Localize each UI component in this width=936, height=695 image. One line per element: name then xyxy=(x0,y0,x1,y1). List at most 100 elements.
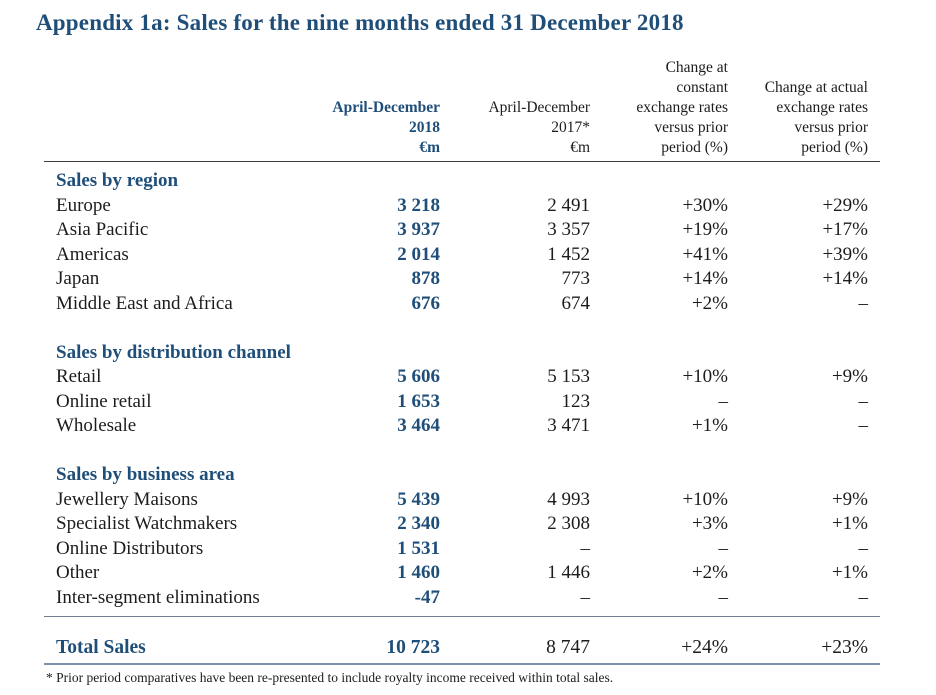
column-header-april-december-2017: April-December 2017* €m xyxy=(440,98,590,158)
cell-2017: 3 471 xyxy=(547,415,590,437)
header-line: €m xyxy=(419,139,440,156)
cell-change-constant: – xyxy=(718,537,729,559)
cell-2017: 3 357 xyxy=(547,219,590,241)
header-line: April-December xyxy=(488,99,590,116)
cell-2018: 1 460 xyxy=(397,562,440,584)
footnote: * Prior period comparatives have been re… xyxy=(46,669,614,685)
header-line: period (%) xyxy=(661,139,728,156)
table-row-online-distributors: Online Distributors 1 531 – – – xyxy=(44,537,880,562)
cell-2017: 773 xyxy=(561,268,591,290)
cell-change-actual: – xyxy=(858,292,869,314)
cell-2018: 1 531 xyxy=(397,537,440,559)
section-heading-sales-by-distribution-channel: Sales by distribution channel xyxy=(56,341,291,363)
cell-2018: 3 464 xyxy=(397,415,440,437)
header-line: versus prior xyxy=(794,119,868,136)
cell-change-constant: +41% xyxy=(682,243,728,265)
row-label: Inter-segment eliminations xyxy=(56,586,260,608)
table-row-retail: Retail 5 606 5 153 +10% +9% xyxy=(44,365,880,390)
page-title: Appendix 1a: Sales for the nine months e… xyxy=(36,10,684,35)
cell-2018: 3 937 xyxy=(397,219,440,241)
cell-change-actual: – xyxy=(858,390,869,412)
header-line: April-December xyxy=(332,99,440,116)
cell-change-constant: +24% xyxy=(681,636,728,658)
cell-change-constant: – xyxy=(718,586,729,608)
header-line: constant xyxy=(676,79,728,96)
header-line: versus prior xyxy=(654,119,728,136)
cell-change-actual: +1% xyxy=(831,513,868,535)
row-label: Europe xyxy=(56,194,111,216)
table-row-other: Other 1 460 1 446 +2% +1% xyxy=(44,561,880,586)
table-row-total-sales: Total Sales 10 723 8 747 +24% +23% xyxy=(44,634,880,663)
cell-change-constant: – xyxy=(718,390,729,412)
cell-change-actual: +14% xyxy=(822,268,868,290)
cell-2018: 2 014 xyxy=(397,243,440,265)
header-line: exchange rates xyxy=(636,99,728,116)
column-header-april-december-2018: April-December 2018 €m xyxy=(310,98,440,158)
row-label: Japan xyxy=(56,268,100,290)
table-row-inter-segment-eliminations: Inter-segment eliminations -47 – – – xyxy=(44,586,880,611)
section-heading-sales-by-business-area: Sales by business area xyxy=(56,463,235,485)
cell-2017: – xyxy=(580,586,591,608)
table-row-europe: Europe 3 218 2 491 +30% +29% xyxy=(44,194,880,219)
cell-2018: 5 439 xyxy=(397,488,440,510)
row-label: Online retail xyxy=(56,390,152,412)
cell-change-actual: +1% xyxy=(831,562,868,584)
cell-change-constant: +2% xyxy=(691,292,728,314)
cell-change-constant: +30% xyxy=(682,194,728,216)
cell-2018: 676 xyxy=(411,292,441,314)
header-line: exchange rates xyxy=(776,99,868,116)
cell-2017: – xyxy=(580,537,591,559)
cell-change-actual: +39% xyxy=(822,243,868,265)
cell-change-actual: +9% xyxy=(831,488,868,510)
cell-2018: 1 653 xyxy=(397,390,440,412)
table-row-asia-pacific: Asia Pacific 3 937 3 357 +19% +17% xyxy=(44,218,880,243)
row-label: Middle East and Africa xyxy=(56,292,233,314)
cell-2017: 5 153 xyxy=(547,366,590,388)
cell-2018: 10 723 xyxy=(386,636,440,658)
cell-change-actual: +23% xyxy=(821,636,868,658)
table-row-middle-east-africa: Middle East and Africa 676 674 +2% – xyxy=(44,292,880,317)
cell-2017: 8 747 xyxy=(546,636,590,658)
cell-change-actual: +29% xyxy=(822,194,868,216)
table-row-americas: Americas 2 014 1 452 +41% +39% xyxy=(44,243,880,268)
cell-2018: -47 xyxy=(414,586,440,608)
cell-change-actual: +17% xyxy=(822,219,868,241)
table-row-jewellery-maisons: Jewellery Maisons 5 439 4 993 +10% +9% xyxy=(44,488,880,513)
sales-table: April-December 2018 €m April-December 20… xyxy=(44,58,880,665)
row-label: Other xyxy=(56,562,100,584)
cell-2018: 3 218 xyxy=(397,194,440,216)
cell-2017: 2 308 xyxy=(547,513,590,535)
row-label: Asia Pacific xyxy=(56,219,149,241)
row-label: Specialist Watchmakers xyxy=(56,513,238,535)
total-divider-line xyxy=(44,662,880,665)
table-row-online-retail: Online retail 1 653 123 – – xyxy=(44,390,880,415)
header-line: 2017* xyxy=(551,119,590,136)
row-label: Total Sales xyxy=(56,636,146,658)
row-label: Jewellery Maisons xyxy=(56,488,198,510)
cell-change-constant: +2% xyxy=(691,562,728,584)
row-label: Americas xyxy=(56,243,129,265)
header-line: Change at actual xyxy=(764,79,868,96)
cell-change-actual: +9% xyxy=(831,366,868,388)
cell-2017: 1 452 xyxy=(547,243,590,265)
cell-change-constant: +19% xyxy=(682,219,728,241)
cell-change-constant: +3% xyxy=(691,513,728,535)
table-row-wholesale: Wholesale 3 464 3 471 +1% – xyxy=(44,414,880,439)
cell-change-constant: +10% xyxy=(682,366,728,388)
cell-2017: 2 491 xyxy=(547,194,590,216)
row-label: Online Distributors xyxy=(56,537,204,559)
table-row-specialist-watchmakers: Specialist Watchmakers 2 340 2 308 +3% +… xyxy=(44,512,880,537)
cell-2017: 123 xyxy=(561,390,591,412)
cell-change-constant: +14% xyxy=(682,268,728,290)
cell-2018: 2 340 xyxy=(397,513,440,535)
column-header-change-constant-rates: Change at constant exchange rates versus… xyxy=(590,58,728,158)
header-line: Change at xyxy=(665,59,728,76)
cell-2018: 5 606 xyxy=(397,366,440,388)
divider-line xyxy=(44,615,880,617)
cell-change-constant: +10% xyxy=(682,488,728,510)
cell-change-actual: – xyxy=(858,586,869,608)
cell-change-actual: – xyxy=(858,537,869,559)
header-line: 2018 xyxy=(409,119,440,136)
report-page: Appendix 1a: Sales for the nine months e… xyxy=(0,10,936,695)
table-header-row: April-December 2018 €m April-December 20… xyxy=(44,58,880,162)
